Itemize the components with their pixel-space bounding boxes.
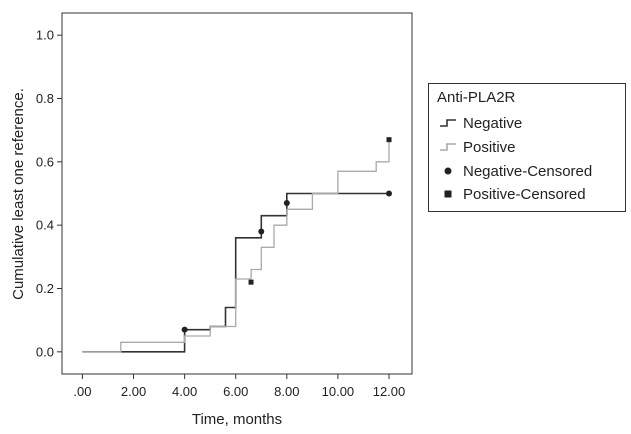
x-tick-label: 10.00 bbox=[322, 384, 355, 399]
x-tick-label: 12.00 bbox=[373, 384, 406, 399]
legend-item-positive: Positive bbox=[437, 136, 516, 158]
x-tick-label: 6.00 bbox=[223, 384, 248, 399]
step-line-icon bbox=[440, 143, 456, 151]
y-tick-label: 1.0 bbox=[36, 28, 54, 43]
censor-marker-positive bbox=[386, 137, 392, 143]
legend-label-negative-censored: Negative-Censored bbox=[463, 162, 593, 180]
censor-layer bbox=[181, 137, 393, 333]
censor-marker-positive bbox=[248, 279, 254, 285]
y-tick-label: 0.4 bbox=[36, 218, 54, 233]
y-tick-label: 0.0 bbox=[36, 344, 54, 359]
x-tick-label: 2.00 bbox=[121, 384, 146, 399]
step-line-icon bbox=[440, 119, 456, 127]
legend-item-negative-censored: Negative-Censored bbox=[437, 160, 592, 182]
y-axis-title: Cumulative least one reference. bbox=[10, 88, 27, 300]
legend-item-negative: Negative bbox=[437, 112, 522, 134]
x-tick-label: .00 bbox=[73, 384, 91, 399]
censor-marker-negative bbox=[386, 190, 393, 197]
legend-label-negative: Negative bbox=[463, 114, 523, 132]
series-layer bbox=[82, 139, 390, 353]
x-axis-ticks: .00 2.00 4.00 6.00 8.00 10.00 12.00 bbox=[73, 374, 405, 399]
x-axis-title: Time, months bbox=[192, 411, 282, 428]
censor-marker-negative bbox=[283, 200, 290, 206]
y-tick-label: 0.8 bbox=[36, 91, 54, 106]
censor-marker-negative bbox=[258, 228, 265, 235]
y-tick-label: 0.2 bbox=[36, 281, 54, 296]
y-axis-ticks: 0.0 0.2 0.4 0.6 0.8 1.0 bbox=[36, 28, 62, 359]
censor-marker-negative bbox=[181, 326, 188, 333]
series-line-negative bbox=[82, 192, 389, 353]
legend-label-positive: Positive bbox=[463, 138, 516, 156]
square-marker-icon bbox=[444, 190, 452, 198]
legend-title: Anti-PLA2R bbox=[437, 89, 516, 106]
x-tick-label: 8.00 bbox=[274, 384, 299, 399]
series-line-positive bbox=[82, 139, 390, 353]
x-tick-label: 4.00 bbox=[172, 384, 197, 399]
legend-label-positive-censored: Positive-Censored bbox=[463, 185, 586, 203]
legend-item-positive-censored: Positive-Censored bbox=[437, 183, 586, 205]
dot-marker-icon bbox=[444, 167, 452, 175]
y-tick-label: 0.6 bbox=[36, 154, 54, 169]
legend: Anti-PLA2R Negative Positive Negative-Ce… bbox=[428, 83, 626, 212]
